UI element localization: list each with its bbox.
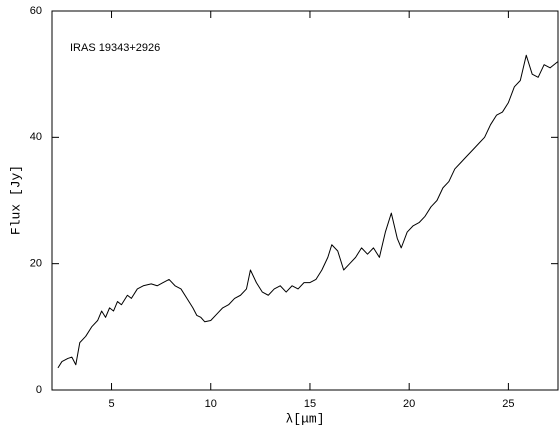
y-tick-label: 40 bbox=[30, 131, 42, 143]
x-axis-label: λ[μm] bbox=[285, 411, 324, 426]
plot-frame bbox=[51, 10, 559, 391]
spectrum-line bbox=[57, 54, 559, 369]
x-tick-label: 5 bbox=[108, 398, 114, 410]
y-tick-label: 0 bbox=[36, 384, 42, 396]
y-axis-label: Flux [Jy] bbox=[8, 165, 23, 235]
x-tick-label: 20 bbox=[403, 398, 415, 410]
annotation: IRAS 19343+2926 bbox=[70, 42, 160, 54]
x-tick-label: 25 bbox=[502, 398, 514, 410]
x-tick-label: 15 bbox=[304, 398, 316, 410]
y-tick-label: 60 bbox=[30, 5, 42, 17]
x-tick-label: 10 bbox=[205, 398, 217, 410]
y-tick-label: 20 bbox=[30, 258, 42, 270]
